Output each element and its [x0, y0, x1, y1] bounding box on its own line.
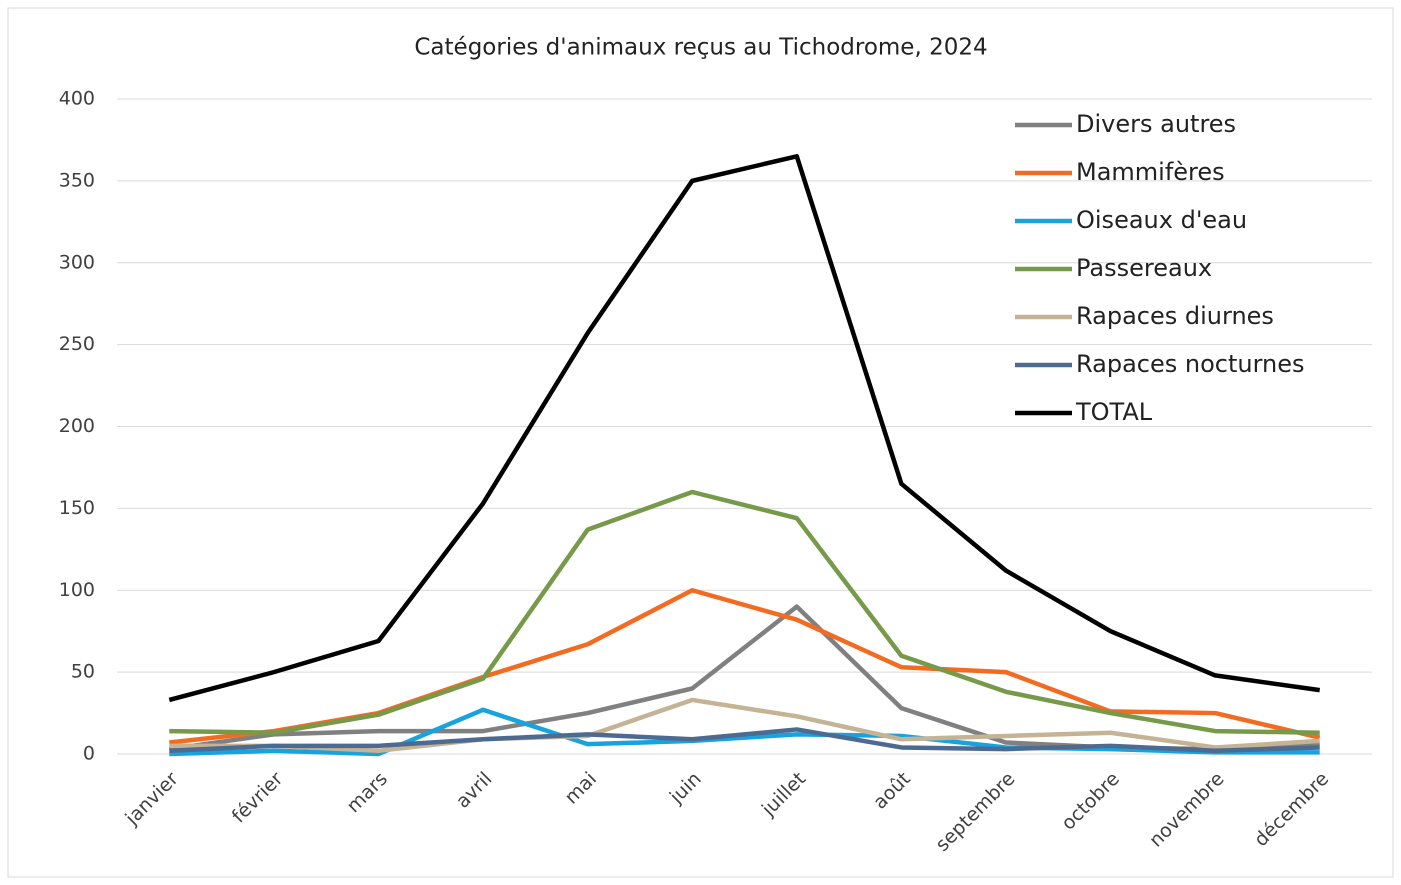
y-tick-label: 150 — [59, 497, 95, 519]
legend-label: Rapaces diurnes — [1076, 302, 1274, 330]
legend-label: Divers autres — [1076, 110, 1236, 138]
series-line — [169, 489, 1320, 735]
legend-label: Passereaux — [1076, 254, 1212, 282]
y-tick-label: 400 — [59, 88, 95, 110]
y-tick-label: 50 — [71, 661, 95, 683]
y-tick-label: 250 — [59, 333, 95, 355]
y-tick-label: 200 — [59, 415, 95, 437]
legend-label: Oiseaux d'eau — [1076, 206, 1247, 234]
y-tick-label: 0 — [83, 743, 95, 765]
y-tick-label: 350 — [59, 169, 95, 191]
series-line — [169, 707, 1320, 757]
series-line — [169, 727, 1320, 753]
chart-title: Catégories d'animaux reçus au Tichodrome… — [414, 35, 987, 61]
y-tick-label: 100 — [59, 579, 95, 601]
series-line — [168, 154, 1321, 703]
legend-label: TOTAL — [1075, 398, 1153, 426]
legend-label: Rapaces nocturnes — [1076, 350, 1305, 378]
y-tick-label: 300 — [59, 251, 95, 273]
series-line — [169, 697, 1320, 753]
legend-label: Mammifères — [1076, 158, 1225, 186]
